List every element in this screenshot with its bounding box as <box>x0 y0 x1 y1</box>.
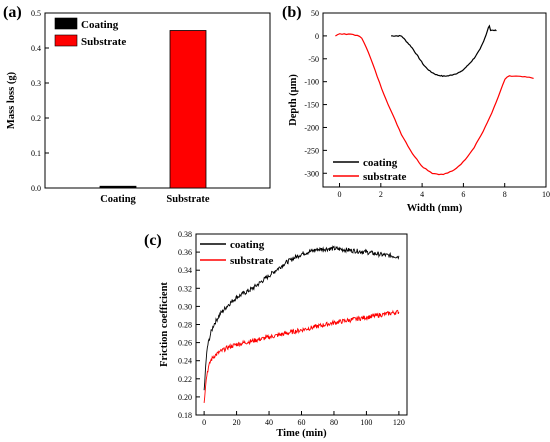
panel-a-ytick-label: 0.0 <box>31 184 41 193</box>
panel-c-x-axis-label: Time (min) <box>276 428 327 439</box>
panel-a-label: (a) <box>3 4 22 21</box>
panel-1-ytick-label: -300 <box>304 169 319 178</box>
panel-b-y-axis-label: Depth (μm) <box>288 74 299 126</box>
panel-c-plot-frame <box>195 233 408 416</box>
panel-b-legend-label: coating <box>363 157 398 169</box>
panel-a-ytick-label: 0.2 <box>31 114 41 123</box>
panel-2-ytick-label: 0.24 <box>178 357 192 366</box>
panel-b-plot-frame <box>322 12 547 188</box>
panel-c-xtick-label: 0 <box>202 418 206 427</box>
panel-2-ytick-label: 0.28 <box>178 321 192 330</box>
panel-b-chart: 50 0 -50 -100 -150 -200 -250 -300 0 2 4 6 8 10 Width … <box>288 9 550 214</box>
panel-c-xtick-label: 60 <box>298 418 306 427</box>
panel-a-y-ticks: 0.0 0.1 0.2 0.3 0.4 0.5 <box>31 9 49 193</box>
panel-b-x-axis-label: Width (mm) <box>407 203 463 214</box>
panel-c-legend-label: coating <box>230 239 265 251</box>
panel-2-ytick-label: 0.20 <box>178 393 192 402</box>
panel-c-xtick-label: 20 <box>233 418 241 427</box>
panel-a-legend-label: Substrate <box>81 36 126 48</box>
panel-2-ytick-label: 0.38 <box>178 230 192 239</box>
panel-1-ytick-label: -150 <box>304 101 319 110</box>
panel-c-xtick-label: 40 <box>265 418 273 427</box>
panel-1-ytick-label: -200 <box>304 123 319 132</box>
panel-c-xtick-label: 120 <box>393 418 405 427</box>
panel-b-xtick-label: 2 <box>379 190 383 199</box>
panel-a-ytick-label: 0.3 <box>31 79 41 88</box>
panel-c-y-axis-label: Friction coefficient <box>159 282 170 367</box>
panel-2-ytick-label: 0.36 <box>178 248 192 257</box>
panel-c-label: (c) <box>144 232 162 249</box>
panel-1-ytick-label: 50 <box>311 9 319 18</box>
panel-b-xtick-label: 10 <box>542 190 550 199</box>
panel-c-legend: coating substrate <box>200 239 274 267</box>
panel-a-legend-label: Coating <box>81 19 119 31</box>
panel-a-ytick-label: 0.4 <box>31 44 41 53</box>
panel-1-ytick-label: 0 <box>315 32 319 41</box>
panel-b-xtick-label: 4 <box>420 190 424 199</box>
panel-2-ytick-label: 0.18 <box>178 411 192 420</box>
panel-1-ytick-label: -50 <box>308 55 319 64</box>
panel-c-ticks: 0.18 0.20 0.22 0.24 0.26 0.28 0.30 0.32 0.34 0.36… <box>178 230 405 427</box>
panel-2-ytick-label: 0.32 <box>178 284 192 293</box>
panel-a-plot-frame <box>44 12 271 189</box>
panel-a-bar-coating <box>99 185 137 189</box>
panel-a-legend-swatch <box>54 17 78 30</box>
panel-b-legend: coating substrate <box>333 157 407 183</box>
panel-b-ticks: 50 0 -50 -100 -150 -200 -250 -300 0 2 4 6 8 10 <box>304 9 550 199</box>
panel-c-line-substrate <box>203 309 400 403</box>
panel-a-bar-substrate <box>169 30 207 189</box>
panel-c-legend-label: substrate <box>230 255 274 267</box>
panel-b-legend-label: substrate <box>363 171 407 183</box>
panel-a-chart: 0.0 0.1 0.2 0.3 0.4 0.5 Coating Substrate Mass… <box>6 9 271 205</box>
panel-b-series-lines <box>335 24 534 176</box>
panel-a-category-label: Substrate <box>166 194 210 205</box>
panel-a-ytick-label: 0.5 <box>31 9 41 18</box>
panel-a-bars <box>99 30 207 189</box>
panel-b-xtick-label: 0 <box>338 190 342 199</box>
panel-b-label: (b) <box>282 4 302 21</box>
panel-a-legend: Coating Substrate <box>54 17 126 48</box>
panel-2-ytick-label: 0.30 <box>178 302 192 311</box>
panel-b-xtick-label: 8 <box>503 190 507 199</box>
panel-c-xtick-label: 80 <box>330 418 338 427</box>
panel-c-xtick-label: 100 <box>360 418 372 427</box>
panel-a-category-label: Coating <box>100 194 136 205</box>
panel-2-ytick-label: 0.22 <box>178 375 192 384</box>
panel-a-legend-swatch <box>54 34 78 47</box>
panel-b-line-coating <box>391 24 497 78</box>
panel-c-chart: 0.18 0.20 0.22 0.24 0.26 0.28 0.30 0.32 0.34 0.36… <box>159 230 408 439</box>
panel-a-y-axis-label: Mass loss (g) <box>6 71 17 129</box>
panel-b-xtick-label: 6 <box>461 190 465 199</box>
panel-b-line-substrate <box>335 33 534 176</box>
panel-c-series-lines <box>203 245 400 403</box>
panel-1-ytick-label: -250 <box>304 146 319 155</box>
panel-2-ytick-label: 0.26 <box>178 339 192 348</box>
panel-1-ytick-label: -100 <box>304 78 319 87</box>
panel-c-line-coating <box>203 245 400 391</box>
panel-2-ytick-label: 0.34 <box>178 266 192 275</box>
panel-a-ytick-label: 0.1 <box>31 149 41 158</box>
panel-a-category-labels: Coating Substrate <box>100 194 210 205</box>
